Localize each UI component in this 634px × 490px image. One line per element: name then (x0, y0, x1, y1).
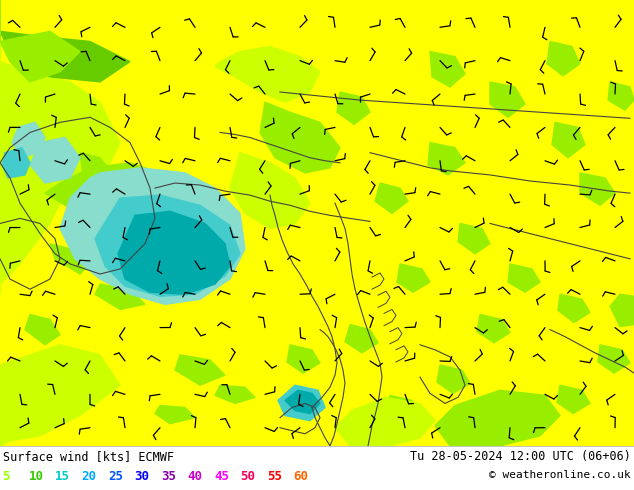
Polygon shape (60, 168, 245, 304)
Polygon shape (430, 51, 465, 87)
Polygon shape (287, 345, 320, 373)
Text: 10: 10 (29, 470, 44, 483)
Polygon shape (260, 102, 340, 173)
Polygon shape (598, 345, 630, 373)
Polygon shape (12, 122, 45, 158)
Polygon shape (155, 405, 195, 424)
Text: 35: 35 (161, 470, 176, 483)
Polygon shape (215, 47, 320, 102)
Polygon shape (0, 0, 80, 82)
Polygon shape (0, 345, 120, 446)
Polygon shape (345, 324, 378, 353)
Polygon shape (580, 173, 615, 205)
Polygon shape (70, 203, 165, 259)
Polygon shape (118, 211, 230, 294)
Text: Tu 28-05-2024 12:00 UTC (06+06): Tu 28-05-2024 12:00 UTC (06+06) (410, 450, 631, 463)
Polygon shape (278, 385, 325, 420)
Polygon shape (428, 143, 465, 175)
Polygon shape (2, 147, 30, 178)
Polygon shape (337, 92, 370, 124)
Polygon shape (285, 391, 320, 414)
Text: Surface wind [kts] ECMWF: Surface wind [kts] ECMWF (3, 450, 174, 463)
Polygon shape (397, 264, 430, 292)
Polygon shape (335, 397, 435, 446)
Polygon shape (458, 223, 490, 254)
Text: 55: 55 (267, 470, 282, 483)
Text: 30: 30 (134, 470, 150, 483)
Polygon shape (375, 183, 408, 213)
Text: 40: 40 (188, 470, 202, 483)
Polygon shape (30, 138, 80, 183)
Text: 60: 60 (294, 470, 309, 483)
Text: 50: 50 (240, 470, 256, 483)
Polygon shape (95, 195, 240, 296)
Polygon shape (610, 294, 634, 327)
Text: © weatheronline.co.uk: © weatheronline.co.uk (489, 470, 631, 480)
Polygon shape (145, 223, 185, 254)
Polygon shape (80, 153, 120, 203)
Polygon shape (45, 163, 170, 244)
Text: 20: 20 (82, 470, 96, 483)
Polygon shape (0, 122, 70, 294)
Polygon shape (175, 355, 225, 385)
Polygon shape (557, 385, 590, 414)
Polygon shape (50, 244, 90, 274)
Text: 15: 15 (55, 470, 70, 483)
Polygon shape (490, 82, 525, 117)
Polygon shape (387, 395, 420, 424)
Text: 5: 5 (2, 470, 10, 483)
Polygon shape (215, 385, 255, 403)
Text: 25: 25 (108, 470, 123, 483)
Polygon shape (25, 315, 60, 345)
Polygon shape (547, 42, 580, 76)
Polygon shape (437, 365, 470, 393)
Polygon shape (508, 264, 540, 292)
Polygon shape (552, 122, 585, 158)
Text: 45: 45 (214, 470, 229, 483)
Polygon shape (558, 294, 590, 322)
Polygon shape (0, 0, 120, 193)
Polygon shape (435, 391, 560, 446)
Polygon shape (230, 153, 310, 228)
Polygon shape (608, 82, 634, 110)
Polygon shape (477, 315, 510, 343)
Polygon shape (95, 284, 145, 309)
Polygon shape (497, 395, 530, 424)
Polygon shape (0, 0, 130, 82)
